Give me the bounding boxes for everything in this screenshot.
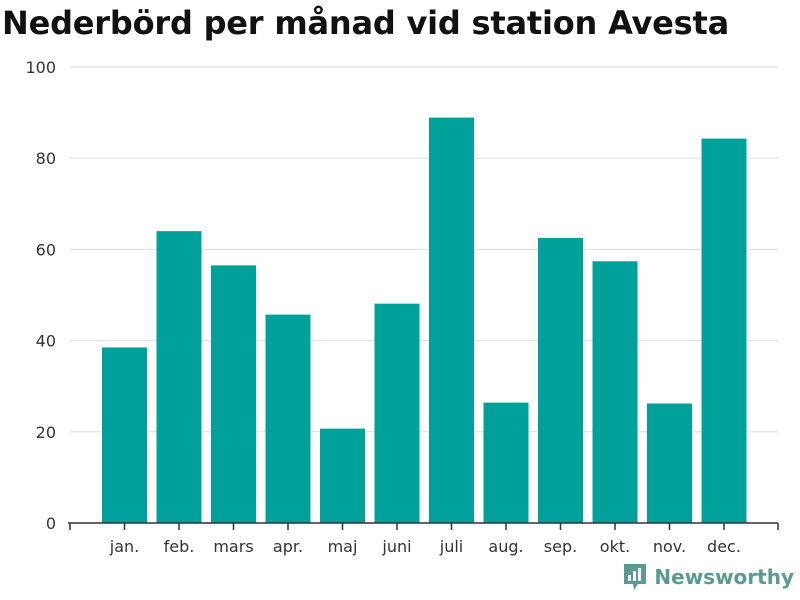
- y-tick-label: 80: [36, 149, 56, 168]
- bar: [483, 402, 529, 523]
- bar: [211, 265, 256, 523]
- y-axis-tick-labels: 0 20 40 60 80 100: [25, 58, 56, 533]
- bar: [538, 238, 583, 523]
- x-tick-label: feb.: [164, 537, 195, 556]
- bar: [156, 231, 202, 523]
- x-tick-label: juli: [439, 537, 463, 556]
- bar: [374, 303, 420, 523]
- bars: [102, 117, 747, 524]
- x-tick-label: maj: [328, 537, 358, 556]
- chart-title: Nederbörd per månad vid station Avesta: [2, 4, 729, 42]
- bar: [592, 261, 638, 523]
- y-tick-label: 60: [36, 240, 56, 259]
- brand-name: Newsworthy: [654, 565, 794, 589]
- x-tick-label: aug.: [488, 537, 523, 556]
- bar: [320, 428, 365, 523]
- bar: [429, 117, 474, 523]
- x-tick-label: jan.: [109, 537, 139, 556]
- newsworthy-logo: Newsworthy: [622, 562, 794, 592]
- x-tick-label: sep.: [544, 537, 577, 556]
- bar: [102, 347, 147, 523]
- y-tick-label: 100: [25, 58, 56, 77]
- x-tick-label: apr.: [273, 537, 303, 556]
- bar: [647, 403, 692, 523]
- y-tick-label: 0: [46, 514, 56, 533]
- x-axis-tick-labels: jan. feb. mars apr. maj juni juli aug. sep. okt. n…: [109, 537, 741, 556]
- x-tick-label: dec.: [707, 537, 741, 556]
- bar: [265, 314, 311, 523]
- y-tick-label: 20: [36, 423, 56, 442]
- x-tick-label: okt.: [600, 537, 630, 556]
- x-tick-label: mars: [213, 537, 253, 556]
- x-axis: [68, 522, 779, 530]
- bar: [701, 138, 747, 524]
- x-tick-label: nov.: [653, 537, 686, 556]
- bar-chart-logo-icon: [624, 564, 647, 590]
- y-tick-label: 40: [36, 332, 56, 351]
- x-tick-label: juni: [381, 537, 411, 556]
